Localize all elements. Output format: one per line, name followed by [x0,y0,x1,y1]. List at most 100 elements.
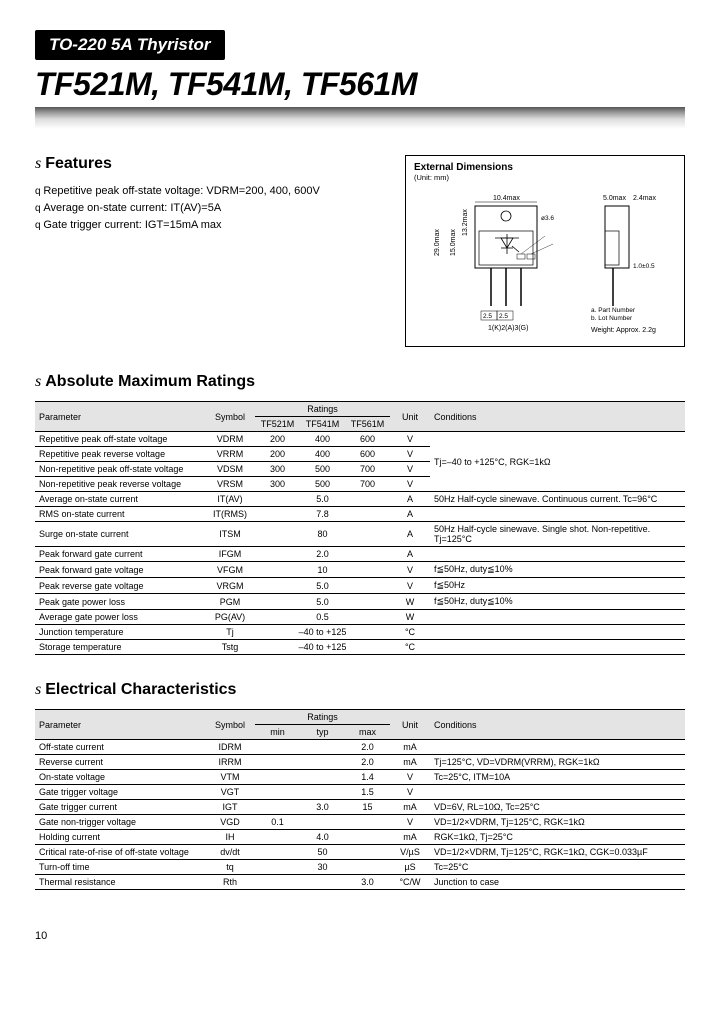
cell-val [300,815,345,830]
table-row: Average gate power lossPG(AV)0.5W [35,610,685,625]
col-model: TF541M [300,417,345,432]
cell-val [345,845,390,860]
cell-val: 400 [300,447,345,462]
cell-symbol: IRRM [205,755,255,770]
cell-val: 300 [255,462,300,477]
cell-val: –40 to +125 [255,625,390,640]
col-min: min [255,725,300,740]
page-number: 10 [35,930,685,942]
cell-param: Storage temperature [35,640,205,655]
cell-unit: °C [390,640,430,655]
cell-param: Surge on-state current [35,522,205,547]
cell-symbol: IT(RMS) [205,507,255,522]
cell-cond: Tj=125°C, VD=VDRM(VRRM), RGK=1kΩ [430,755,685,770]
cell-unit: V [390,432,430,447]
ec-heading: sElectrical Characteristics [35,681,685,699]
cell-val: 3.0 [345,875,390,890]
cell-symbol: VTM [205,770,255,785]
col-parameter: Parameter [35,402,205,432]
cell-val: 30 [300,860,345,875]
table-row: Reverse currentIRRM2.0mATj=125°C, VD=VDR… [35,755,685,770]
cell-val: 200 [255,432,300,447]
table-row: Average on-state currentIT(AV)5.0A50Hz H… [35,492,685,507]
cell-val [255,770,300,785]
svg-text:Weight: Approx. 2.2g: Weight: Approx. 2.2g [591,327,656,334]
cell-unit: V [390,477,430,492]
cell-unit: µS [390,860,430,875]
cell-cond [430,640,685,655]
cell-param: On-state voltage [35,770,205,785]
cell-val: 2.0 [345,755,390,770]
cell-val [255,875,300,890]
cell-val [300,785,345,800]
features-heading: sFeatures [35,155,387,173]
table-row: Holding currentIH4.0mARGK=1kΩ, Tj=25°C [35,830,685,845]
cell-param: Peak forward gate current [35,547,205,562]
cell-val: 5.0 [255,594,390,610]
table-row: Repetitive peak off-state voltageVDRM200… [35,432,685,447]
cell-val [300,755,345,770]
cell-symbol: IT(AV) [205,492,255,507]
cell-val: 500 [300,462,345,477]
cell-cond: Junction to case [430,875,685,890]
cell-val [255,860,300,875]
cell-param: Average gate power loss [35,610,205,625]
cell-unit: V [390,815,430,830]
cell-val: 700 [345,462,390,477]
title-separator [35,107,685,129]
diagram-title: External Dimensions [414,162,676,173]
svg-text:b. Lot Number: b. Lot Number [591,315,633,322]
cell-unit: A [390,522,430,547]
cell-param: Peak forward gate voltage [35,562,205,578]
col-symbol: Symbol [205,710,255,740]
diagram-subtitle: (Unit: mm) [414,173,676,182]
cell-param: Peak reverse gate voltage [35,578,205,594]
svg-text:5.0max: 5.0max [603,195,626,202]
cell-symbol: IFGM [205,547,255,562]
cell-val [345,830,390,845]
cell-val: 3.0 [300,800,345,815]
cell-param: Gate trigger current [35,800,205,815]
cell-val: 600 [345,447,390,462]
col-symbol: Symbol [205,402,255,432]
col-ratings: Ratings [255,710,390,725]
cell-cond [430,740,685,755]
table-row: Peak reverse gate voltageVRGM5.0Vf≦50Hz [35,578,685,594]
table-row: Peak gate power lossPGM5.0Wf≦50Hz, duty≦… [35,594,685,610]
svg-text:ø3.6: ø3.6 [541,215,554,222]
svg-text:2.4max: 2.4max [633,195,656,202]
cell-val: 15 [345,800,390,815]
cell-param: Gate non-trigger voltage [35,815,205,830]
cell-unit: mA [390,830,430,845]
table-row: Storage temperatureTstg–40 to +125°C [35,640,685,655]
col-conditions: Conditions [430,710,685,740]
cell-param: Peak gate power loss [35,594,205,610]
cell-symbol: PG(AV) [205,610,255,625]
cell-val: 10 [255,562,390,578]
cell-param: Repetitive peak reverse voltage [35,447,205,462]
cell-symbol: Rth [205,875,255,890]
cell-val: 0.5 [255,610,390,625]
svg-text:15.0max: 15.0max [450,229,457,256]
cell-val: 600 [345,432,390,447]
cell-val: 80 [255,522,390,547]
cell-param: Non-repetitive peak reverse voltage [35,477,205,492]
cell-cond: RGK=1kΩ, Tj=25°C [430,830,685,845]
cell-symbol: VDSM [205,462,255,477]
cell-val: 4.0 [300,830,345,845]
cell-cond [430,547,685,562]
cell-param: Critical rate-of-rise of off-state volta… [35,845,205,860]
cell-unit: W [390,594,430,610]
cell-val [255,755,300,770]
cell-val [255,845,300,860]
cell-val: 2.0 [255,547,390,562]
cell-unit: V [390,562,430,578]
cell-cond [430,507,685,522]
cell-param: Thermal resistance [35,875,205,890]
cell-cond: f≦50Hz, duty≦10% [430,594,685,610]
cell-symbol: PGM [205,594,255,610]
cell-cond: Tc=25°C, ITM=10A [430,770,685,785]
cell-param: Reverse current [35,755,205,770]
cell-val: 500 [300,477,345,492]
cell-unit: V [390,447,430,462]
